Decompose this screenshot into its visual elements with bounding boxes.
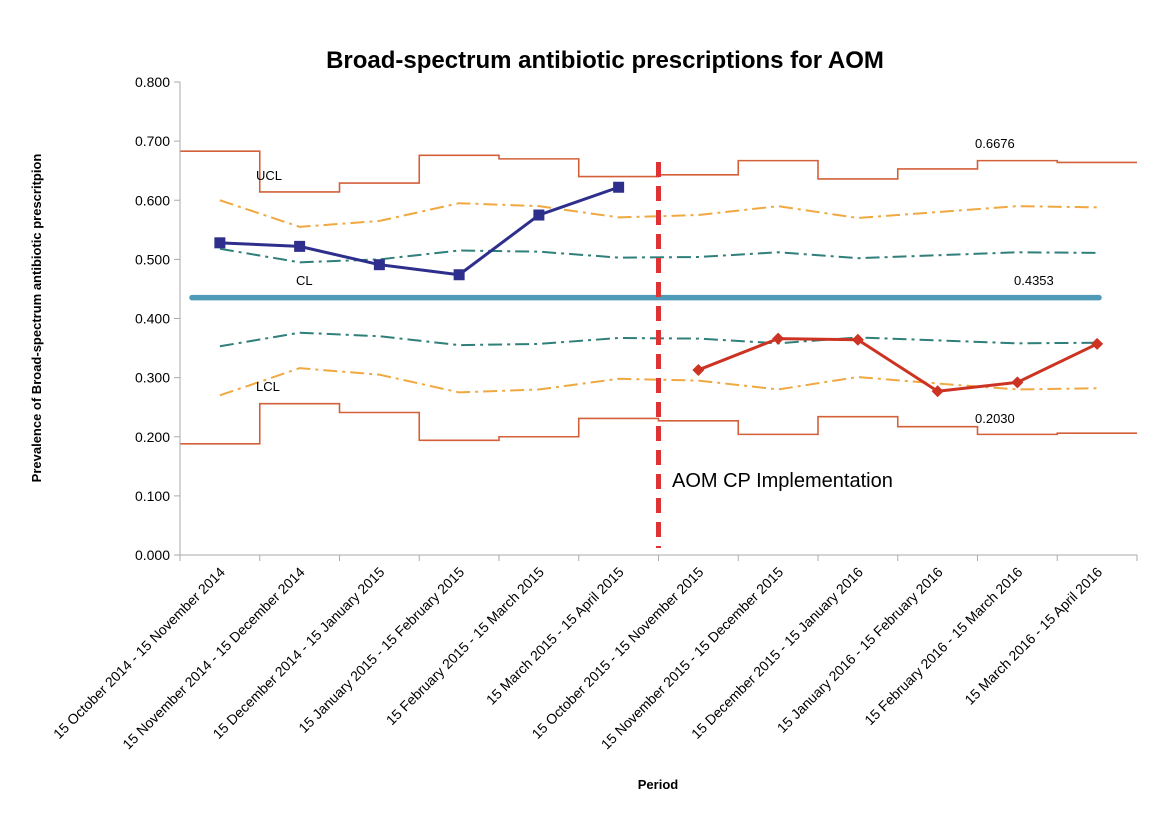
- pre-data-point: [613, 181, 625, 193]
- y-tick-label: 0.100: [135, 488, 170, 504]
- x-tick-label: 15 December 2014 - 15 January 2015: [209, 564, 387, 742]
- chart-title: Broad-spectrum antibiotic prescriptions …: [326, 47, 884, 74]
- pre-series-line: [219, 185, 620, 277]
- x-tick-label: 15 January 2015 - 15 February 2015: [295, 564, 467, 736]
- cl-value-label: 0.4353: [1014, 273, 1054, 288]
- y-axis-title: Prevalence of Broad-spectrum antibiotic …: [29, 154, 44, 483]
- x-tick-label: 15 March 2016 - 15 April 2016: [961, 564, 1105, 708]
- post-data-point: [1011, 376, 1024, 389]
- y-tick-label: 0.800: [135, 74, 170, 90]
- y-tick-label: 0.300: [135, 370, 170, 386]
- y-tick-label: 0.000: [135, 547, 170, 563]
- pre-data-point: [214, 237, 226, 249]
- x-axis-title: Period: [638, 777, 679, 792]
- lcl-label: LCL: [256, 379, 280, 394]
- post-data-point: [931, 385, 944, 398]
- post-data-point: [1091, 337, 1104, 350]
- ucl-label: UCL: [256, 168, 282, 183]
- x-tick-label: 15 October 2015 - 15 November 2015: [528, 564, 706, 742]
- post-data-point: [772, 332, 785, 345]
- x-tick-label: 15 January 2016 - 15 February 2016: [774, 564, 946, 736]
- upper-1sigma-line: [219, 247, 1098, 264]
- post-data-point: [692, 363, 705, 376]
- y-tick-label: 0.700: [135, 133, 170, 149]
- lcl-line: [180, 402, 1137, 445]
- axes: 0.000 0.100 0.200 0.300 0.400 0.500 0.600 0.700…: [135, 74, 1138, 563]
- x-tick-label: 15 November 2015 - 15 December 2015: [598, 564, 787, 753]
- lower-2sigma-line: [219, 367, 1098, 397]
- y-tick-label: 0.500: [135, 251, 170, 267]
- y-tick-label: 0.200: [135, 429, 170, 445]
- x-tick-label: 15 October 2014 - 15 November 2014: [50, 564, 228, 742]
- implementation-label: AOM CP Implementation: [672, 470, 893, 492]
- x-tick-label: 15 March 2015 - 15 April 2015: [483, 564, 627, 708]
- x-tick-label: 15 December 2015 - 15 January 2016: [688, 564, 866, 742]
- x-tick-label: 15 November 2014 - 15 December 2014: [119, 564, 308, 753]
- post-data-point: [851, 333, 864, 346]
- x-tick-label: 15 February 2016 - 15 March 2016: [861, 564, 1025, 728]
- cl-label: CL: [296, 273, 313, 288]
- y-tick-label: 0.400: [135, 311, 170, 327]
- pre-data-point: [373, 259, 385, 271]
- pre-data-point: [453, 269, 465, 281]
- y-tick-label: 0.600: [135, 192, 170, 208]
- x-tick-label: 15 February 2015 - 15 March 2015: [383, 564, 547, 728]
- ucl-value-label: 0.6676: [975, 136, 1015, 151]
- post-series-line: [697, 337, 1098, 393]
- pre-data-point: [294, 240, 306, 252]
- pre-data-point: [533, 209, 545, 221]
- lcl-value-label: 0.2030: [975, 411, 1015, 426]
- data-series: [214, 181, 1104, 398]
